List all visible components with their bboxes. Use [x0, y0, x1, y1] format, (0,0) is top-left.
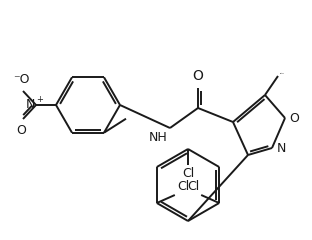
Text: ⁻O: ⁻O	[13, 73, 29, 86]
Text: methyl: methyl	[280, 73, 285, 74]
Text: O: O	[289, 112, 299, 125]
Text: Cl: Cl	[187, 180, 199, 193]
Text: Cl: Cl	[182, 167, 194, 180]
Text: N: N	[26, 98, 35, 112]
Text: N: N	[277, 142, 286, 155]
Text: O: O	[193, 69, 203, 83]
Text: NH: NH	[148, 131, 167, 144]
Text: O: O	[16, 124, 26, 137]
Text: +: +	[37, 95, 43, 103]
Text: Cl: Cl	[177, 180, 189, 193]
